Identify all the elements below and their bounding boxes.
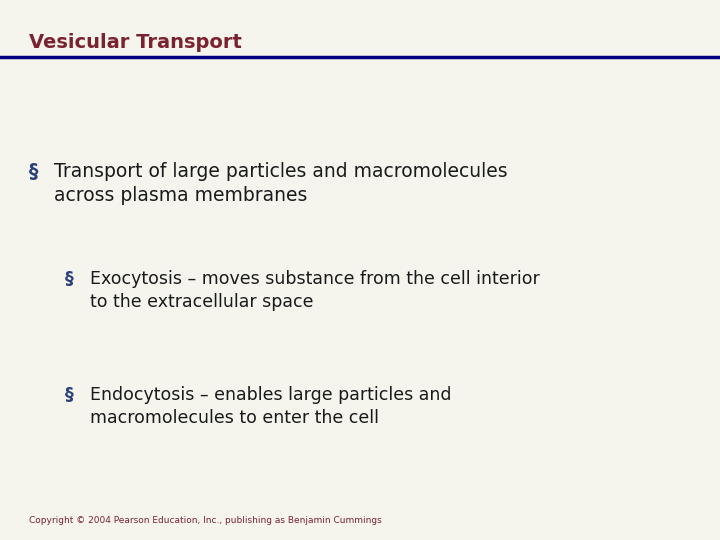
- Text: Transport of large particles and macromolecules
across plasma membranes: Transport of large particles and macromo…: [54, 162, 508, 205]
- Text: Exocytosis – moves substance from the cell interior
to the extracellular space: Exocytosis – moves substance from the ce…: [90, 270, 540, 311]
- Text: §: §: [65, 270, 73, 288]
- Text: §: §: [65, 386, 73, 404]
- Text: §: §: [29, 162, 38, 181]
- Text: Copyright © 2004 Pearson Education, Inc., publishing as Benjamin Cummings: Copyright © 2004 Pearson Education, Inc.…: [29, 516, 382, 525]
- Text: Endocytosis – enables large particles and
macromolecules to enter the cell: Endocytosis – enables large particles an…: [90, 386, 451, 427]
- Text: Vesicular Transport: Vesicular Transport: [29, 33, 242, 52]
